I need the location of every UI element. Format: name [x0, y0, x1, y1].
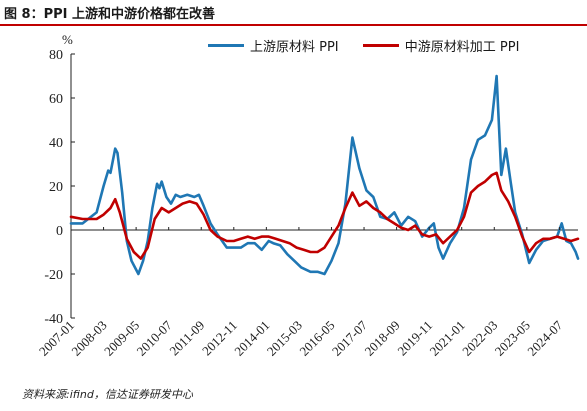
x-tick-label: 2014-01 [231, 318, 272, 359]
y-tick-label: -20 [44, 268, 63, 283]
source-note: 资料来源:ifind，信达证券研发中心 [22, 388, 193, 401]
legend-label-upstream: 上游原材料 PPI [250, 40, 339, 55]
legend-swatch-upstream [208, 44, 244, 47]
series-line-midstream [69, 171, 580, 260]
figure-title: 图 8：PPI 上游和中游价格都在改善 [4, 7, 215, 22]
x-tick-label: 2011-09 [166, 318, 207, 359]
y-tick-label: 0 [56, 224, 63, 239]
legend-label-midstream: 中游原材料加工 PPI [404, 40, 520, 55]
chart-axes [70, 54, 578, 318]
chart-legend: 上游原材料 PPI 中游原材料加工 PPI [208, 36, 539, 55]
y-tick-label: 60 [49, 92, 63, 107]
x-tick-label: 2008-03 [68, 318, 109, 359]
y-tick-label: 80 [49, 48, 63, 63]
x-tick-label: 2017-07 [329, 317, 371, 359]
x-tick-label: 2010-07 [134, 317, 176, 359]
chart-series [69, 74, 580, 276]
series-line-upstream [69, 74, 580, 276]
y-tick-label: -40 [44, 312, 63, 327]
title-rule [0, 24, 587, 26]
x-tick-label: 2016-05 [296, 318, 337, 359]
x-tick-label: 2015-03 [264, 318, 305, 359]
y-axis-unit: % [62, 32, 73, 47]
legend-swatch-midstream [362, 44, 399, 47]
x-tick-label: 2019-11 [394, 318, 435, 359]
x-tick-label: 2012-11 [199, 318, 240, 359]
legend-item-midstream: 中游原材料加工 PPI [362, 36, 520, 55]
y-tick-label: 40 [49, 136, 63, 151]
x-tick-label: 2023-05 [492, 318, 533, 359]
x-tick-label: 2018-09 [361, 318, 402, 359]
x-tick-label: 2021-01 [427, 318, 468, 359]
x-tick-label: 2009-05 [101, 318, 142, 359]
y-tick-label: 20 [49, 180, 63, 195]
x-tick-label: 2022-03 [459, 318, 500, 359]
legend-item-upstream: 上游原材料 PPI [208, 36, 339, 55]
x-tick-label: 2024-07 [524, 317, 566, 359]
